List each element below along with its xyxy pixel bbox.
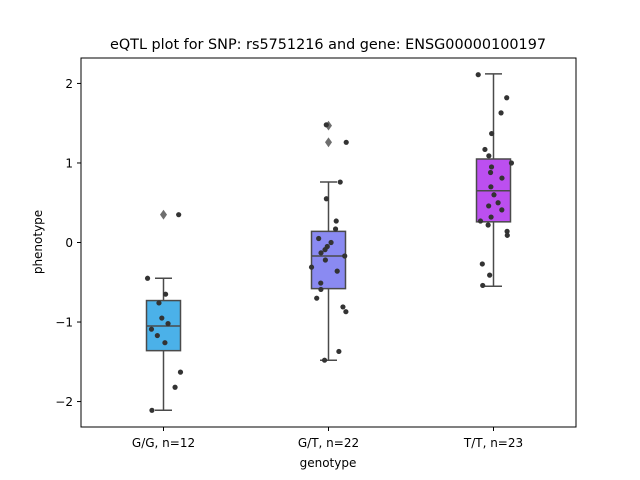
box-iqr [310, 230, 347, 290]
data-point [144, 275, 151, 281]
data-point [165, 321, 171, 327]
data-point [172, 384, 178, 390]
data-point [314, 295, 320, 301]
data-point [337, 179, 343, 185]
data-point [486, 153, 492, 159]
data-point [488, 164, 495, 170]
data-point [321, 357, 328, 363]
data-point [332, 226, 339, 232]
data-point [486, 203, 492, 209]
y-tick-label: −1 [55, 316, 73, 330]
data-point [328, 239, 334, 246]
data-point [156, 300, 162, 306]
y-tick-label: 2 [65, 77, 73, 91]
data-point [177, 369, 184, 375]
data-point [504, 95, 510, 101]
data-point [479, 261, 485, 267]
data-point [480, 282, 486, 289]
chart-title: eQTL plot for SNP: rs5751216 and gene: E… [110, 37, 546, 53]
box-outlier [160, 209, 167, 220]
data-point [334, 268, 340, 274]
data-point [322, 247, 328, 253]
data-point [323, 196, 329, 202]
plot-area [144, 72, 515, 413]
data-point [475, 72, 481, 78]
data-point [343, 139, 349, 145]
x-tick-label: T/T, n=23 [463, 436, 523, 450]
data-point [336, 348, 342, 355]
data-point [148, 326, 155, 332]
data-point [491, 192, 497, 198]
data-point [504, 232, 510, 238]
data-point [342, 253, 348, 259]
data-point [489, 130, 495, 137]
x-axis-label: genotype [300, 456, 357, 470]
point-group [475, 72, 515, 289]
data-point [485, 222, 491, 228]
data-point [318, 280, 324, 286]
data-point [487, 169, 494, 176]
y-axis: −2 −1 0 1 2 [55, 77, 81, 409]
data-point [318, 286, 324, 293]
data-point [333, 218, 339, 224]
data-point [162, 291, 169, 297]
data-point [343, 309, 349, 315]
y-tick-label: −2 [55, 395, 73, 409]
x-tick-label: G/G, n=12 [132, 436, 195, 450]
data-point [508, 160, 515, 166]
data-point [308, 264, 315, 270]
data-point [318, 250, 324, 256]
data-point [149, 407, 155, 413]
data-point [495, 200, 501, 206]
data-point [340, 304, 346, 310]
y-tick-label: 0 [65, 236, 73, 250]
data-point [487, 272, 493, 278]
box-group [475, 73, 512, 287]
data-point [176, 212, 182, 218]
box-group [145, 209, 182, 412]
box-outlier [325, 137, 332, 148]
box-group [310, 120, 347, 361]
y-tick-label: 1 [65, 156, 73, 170]
x-tick-label: G/T, n=22 [298, 436, 359, 450]
x-axis: G/G, n=12 G/T, n=22 T/T, n=23 [132, 427, 523, 450]
data-point [159, 315, 165, 321]
data-point [154, 332, 160, 339]
data-point [488, 214, 494, 220]
data-point [482, 146, 488, 153]
data-point [499, 175, 505, 181]
data-point [477, 218, 484, 224]
data-point [504, 228, 510, 234]
point-group [308, 122, 349, 363]
y-axis-label: phenotype [31, 210, 45, 274]
data-point [316, 235, 322, 242]
data-point [498, 110, 504, 116]
data-point [499, 207, 505, 213]
data-point [162, 340, 168, 346]
data-point [323, 122, 329, 128]
data-point [488, 184, 494, 190]
data-point [322, 257, 328, 263]
point-group [144, 212, 184, 413]
